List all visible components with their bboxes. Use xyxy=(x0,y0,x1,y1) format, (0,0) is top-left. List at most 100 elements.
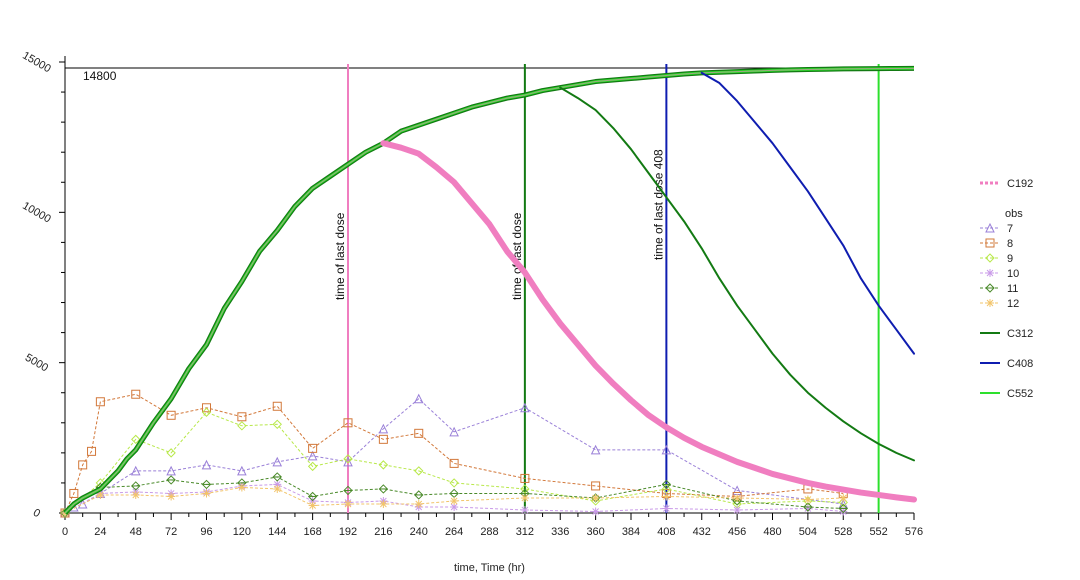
legend-label: 7 xyxy=(1007,223,1013,235)
vline-label: time of last dose xyxy=(510,212,524,300)
series-line-8 xyxy=(64,393,844,514)
data-point xyxy=(131,434,141,445)
data-point xyxy=(201,407,212,417)
data-point xyxy=(343,418,353,428)
series-line-9 xyxy=(64,411,844,514)
legend-item-C552: C552 xyxy=(980,388,1033,400)
data-point xyxy=(520,505,529,514)
vline-label: time of last dose xyxy=(333,212,347,300)
data-point xyxy=(414,428,424,438)
data-point xyxy=(166,448,176,458)
x-tick-label: 0 xyxy=(62,526,68,538)
data-point xyxy=(662,504,671,513)
x-tick-label: 576 xyxy=(905,526,923,538)
legend: C192 obs 7 8 9 10 11 12 C312 C408 C552 xyxy=(980,178,1033,400)
data-point xyxy=(343,454,353,464)
data-point xyxy=(450,496,459,505)
data-point xyxy=(69,488,79,498)
data-point xyxy=(201,459,212,470)
legend-label: 10 xyxy=(1007,268,1019,280)
data-point xyxy=(733,505,742,514)
data-point xyxy=(378,434,388,444)
data-point xyxy=(77,498,88,509)
x-tick-label: 48 xyxy=(130,526,142,538)
data-point xyxy=(413,393,424,404)
data-point xyxy=(985,222,995,233)
data-point xyxy=(273,484,282,493)
legend-item-7: 7 xyxy=(980,222,1013,235)
x-tick-label: 192 xyxy=(339,526,357,538)
data-point xyxy=(986,269,994,277)
data-point xyxy=(237,421,247,431)
series-line-12 xyxy=(64,486,844,514)
data-point xyxy=(450,502,459,511)
x-tick-label: 552 xyxy=(869,526,887,538)
legend-label: 12 xyxy=(1007,298,1019,310)
data-point xyxy=(166,410,176,420)
series-line-11 xyxy=(64,476,844,514)
data-point xyxy=(130,465,141,476)
data-point xyxy=(201,479,212,490)
data-point xyxy=(131,490,140,499)
curve-outline-C552 xyxy=(63,65,915,515)
curve-C552 xyxy=(64,67,915,514)
data-point xyxy=(732,496,742,506)
x-axis-label: time, Time (hr) xyxy=(454,562,525,574)
data-point xyxy=(414,499,423,508)
curve-C408 xyxy=(700,71,915,355)
data-point xyxy=(661,444,672,455)
legend-item-C192: C192 xyxy=(980,178,1033,190)
y-tick-label: 15000 xyxy=(20,50,52,76)
data-point xyxy=(986,299,994,307)
legend-item-11: 11 xyxy=(980,283,1018,295)
x-tick-label: 432 xyxy=(693,526,711,538)
x-tick-label: 312 xyxy=(516,526,534,538)
data-point xyxy=(803,502,813,512)
x-tick-label: 24 xyxy=(94,526,106,538)
data-point xyxy=(838,503,848,514)
data-point xyxy=(167,492,176,501)
y-tick-label: 10000 xyxy=(20,200,52,226)
data-point xyxy=(449,426,459,437)
legend-label: 11 xyxy=(1007,283,1018,295)
data-point xyxy=(272,472,282,482)
x-tick-label: 72 xyxy=(165,526,177,538)
data-point xyxy=(272,419,282,430)
data-point xyxy=(379,499,388,508)
data-point xyxy=(202,489,211,498)
data-point xyxy=(307,450,318,461)
data-point xyxy=(449,458,459,468)
data-point xyxy=(273,480,282,489)
data-point xyxy=(661,479,672,490)
data-point xyxy=(378,423,389,434)
legend-item-obs_title: obs xyxy=(1005,208,1023,220)
x-tick-label: 216 xyxy=(374,526,392,538)
x-tick-label: 288 xyxy=(480,526,498,538)
vline-label: time of last dose 408 xyxy=(651,149,665,260)
y-tick-label: 0 xyxy=(31,507,42,520)
data-point xyxy=(237,483,246,492)
data-point xyxy=(87,446,97,456)
legend-label: C408 xyxy=(1007,358,1033,370)
data-point xyxy=(343,456,353,467)
series-line-10 xyxy=(64,483,844,514)
data-point xyxy=(449,478,459,488)
legend-label: C552 xyxy=(1007,388,1033,400)
data-point xyxy=(591,481,601,491)
data-point xyxy=(803,504,812,513)
data-point xyxy=(308,443,318,453)
data-point xyxy=(985,253,995,263)
data-point xyxy=(378,484,389,494)
data-point xyxy=(985,238,995,248)
series-obs-11 xyxy=(60,472,848,518)
x-tick-label: 528 xyxy=(834,526,852,538)
data-point xyxy=(985,283,995,293)
data-point xyxy=(520,493,529,502)
x-tick-label: 168 xyxy=(303,526,321,538)
legend-label: C192 xyxy=(1007,178,1033,190)
data-point xyxy=(344,499,352,508)
x-tick-label: 336 xyxy=(551,526,569,538)
legend-label: C312 xyxy=(1007,328,1033,340)
